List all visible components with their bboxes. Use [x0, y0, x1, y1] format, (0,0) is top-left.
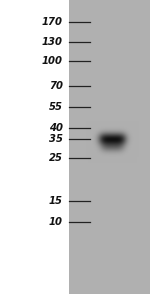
Text: 40: 40	[49, 123, 63, 133]
Text: 55: 55	[49, 102, 63, 112]
Bar	[0, 0, 69, 294]
Text: 25: 25	[49, 153, 63, 163]
Text: 70: 70	[49, 81, 63, 91]
Text: 35: 35	[49, 134, 63, 144]
Text: 10: 10	[49, 217, 63, 227]
Text: 15: 15	[49, 196, 63, 206]
Bar	[69, 0, 150, 294]
Text: 130: 130	[42, 37, 63, 47]
Text: 170: 170	[42, 17, 63, 27]
Text: 100: 100	[42, 56, 63, 66]
